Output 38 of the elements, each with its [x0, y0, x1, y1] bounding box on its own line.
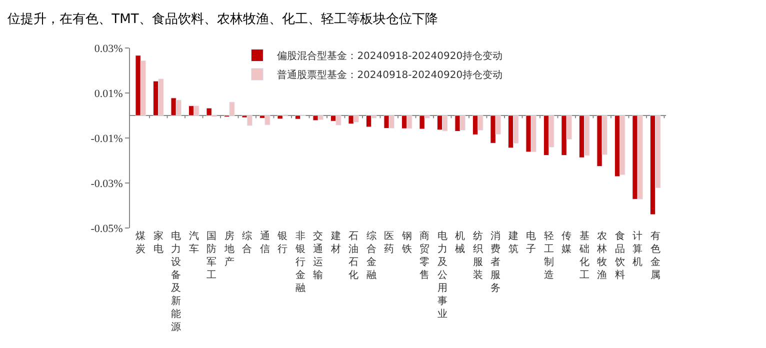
x-tick-label: 食品饮料 [614, 230, 625, 281]
x-tick-label: 纺织服装 [472, 230, 483, 281]
x-tick-label: 机械 [455, 230, 466, 255]
x-tick-label: 非银行金融 [294, 230, 306, 294]
x-tick-label: 消费者服务 [490, 230, 501, 294]
chart-title: 位提升，在有色、TMT、食品饮料、农林牧渔、化工、轻工等板块仓位下降 [8, 12, 438, 28]
x-tick-label: 农林牧渔 [596, 231, 608, 281]
x-tick-label: 建材 [330, 230, 341, 255]
y-tick-label: 0.03% [94, 42, 123, 55]
x-tick-label: 传媒 [562, 231, 572, 255]
y-tick-label: -0.03% [90, 178, 123, 190]
x-tick-label: 建筑 [507, 230, 518, 255]
x-tick-label: 有色金属 [650, 230, 660, 281]
x-tick-label: 轻工制造 [544, 230, 554, 281]
x-tick-label: 综合 [242, 230, 252, 255]
y-tick-label: -0.01% [90, 132, 123, 145]
y-tick-label: -0.05% [90, 222, 123, 235]
x-tick-label: 钢铁 [400, 231, 412, 255]
x-tick-label: 电力设备及新能源 [171, 230, 182, 333]
x-tick-label: 计算机 [632, 230, 643, 268]
x-tick-label: 电子 [526, 230, 536, 255]
x-tick-label: 汽车 [188, 230, 199, 255]
y-tick-label: 0.01% [94, 88, 123, 100]
x-tick-label: 电力及公用事业 [437, 230, 448, 320]
x-tick-label: 基础化工 [578, 230, 590, 281]
x-tick-label: 房地产 [223, 230, 234, 268]
x-tick-label: 综合金融 [366, 230, 376, 281]
x-tick-label: 银行 [276, 231, 288, 255]
x-tick-label: 家电 [153, 230, 164, 255]
x-tick-label: 通信 [260, 230, 270, 255]
legend-label: 普通股票型基金：20240918-20240920持仓变动 [277, 69, 503, 82]
x-tick-label: 煤炭 [136, 230, 146, 255]
x-tick-label: 商贸零售 [420, 230, 430, 281]
x-tick-label: 交通运输 [313, 230, 324, 281]
x-tick-label: 石油石化 [348, 231, 359, 281]
legend-label: 偏股混合型基金：20240918-20240920持仓变动 [277, 50, 503, 62]
x-tick-label: 国防军工 [206, 231, 217, 281]
x-tick-label: 医药 [384, 231, 394, 255]
